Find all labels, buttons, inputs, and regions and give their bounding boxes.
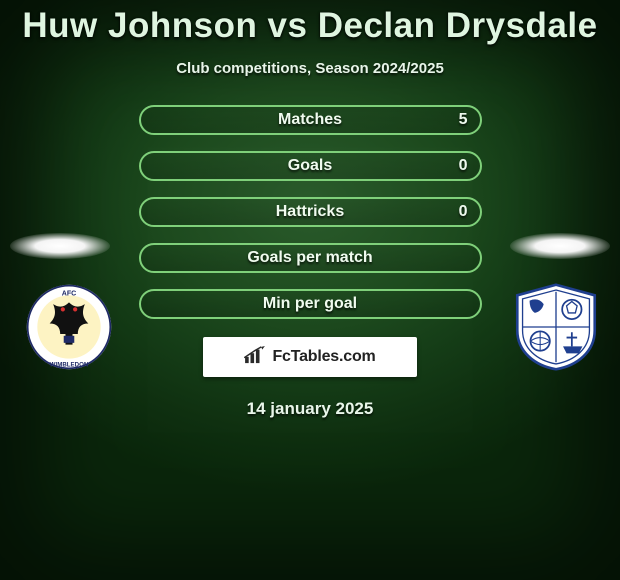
stat-row: Min per goal xyxy=(139,289,482,319)
season-subtitle: Club competitions, Season 2024/2025 xyxy=(0,60,620,77)
stat-label: Min per goal xyxy=(263,295,357,313)
stat-value-right: 0 xyxy=(459,157,468,175)
stats-area: AFC WIMBLEDON xyxy=(0,105,620,319)
svg-text:WIMBLEDON: WIMBLEDON xyxy=(50,362,89,369)
stat-label: Matches xyxy=(278,111,342,129)
stat-row: Hattricks 0 xyxy=(139,197,482,227)
watermark-badge: FcTables.com xyxy=(203,337,417,377)
stat-label: Goals per match xyxy=(247,249,372,267)
stat-row: Matches 5 xyxy=(139,105,482,135)
bar-chart-icon xyxy=(244,346,266,369)
club-crest-left: AFC WIMBLEDON xyxy=(25,283,113,371)
page-title: Huw Johnson vs Declan Drysdale xyxy=(0,0,620,46)
stat-value-right: 0 xyxy=(459,203,468,221)
stat-label: Hattricks xyxy=(276,203,344,221)
player-silhouette-shadow-left xyxy=(10,233,110,259)
stat-row: Goals 0 xyxy=(139,151,482,181)
stat-row: Goals per match xyxy=(139,243,482,273)
stat-value-right: 5 xyxy=(459,111,468,129)
club-crest-right xyxy=(512,283,600,371)
watermark-text: FcTables.com xyxy=(272,348,375,366)
snapshot-date: 14 january 2025 xyxy=(0,399,620,419)
stat-label: Goals xyxy=(288,157,332,175)
svg-text:AFC: AFC xyxy=(62,290,76,297)
player-silhouette-shadow-right xyxy=(510,233,610,259)
